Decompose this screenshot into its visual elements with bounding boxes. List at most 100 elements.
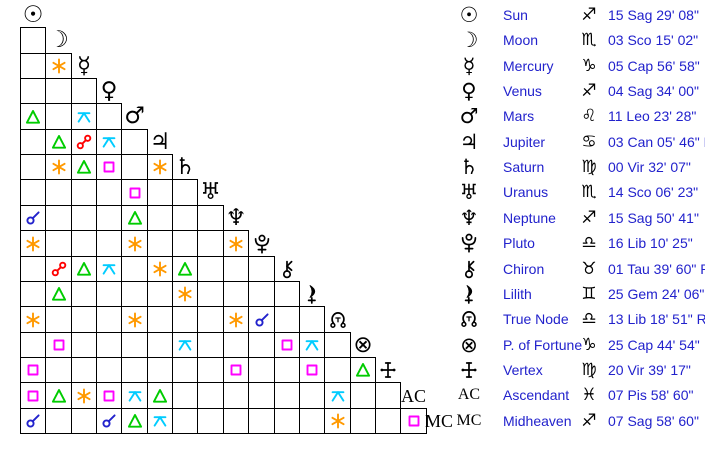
aspect-cell-saturn-jupiter bbox=[147, 154, 173, 180]
aspect-cell-ascendant-pluto bbox=[248, 382, 275, 409]
aspect-cell-vertex-mars bbox=[121, 357, 148, 383]
aspect-cell-vertex-jupiter bbox=[147, 357, 173, 383]
trine-icon bbox=[51, 134, 67, 150]
square-icon bbox=[25, 362, 41, 378]
planet-name: Ascendant bbox=[503, 387, 570, 403]
table-row-chiron: Chiron ♉ 01 Tau 39' 60" R bbox=[450, 256, 705, 282]
saturn-glyph: ♄ bbox=[174, 153, 196, 180]
aspect-cell-saturn-mercury bbox=[71, 154, 97, 180]
sun-table-glyph: ☉ bbox=[459, 2, 479, 27]
conjunction-icon bbox=[25, 210, 41, 226]
planet-name: P. of Fortune bbox=[503, 337, 583, 353]
planet-position: 15 Sag 29' 08" bbox=[608, 7, 699, 23]
moon-glyph: ☽ bbox=[48, 27, 69, 53]
planet-position: 16 Lib 10' 25" bbox=[608, 235, 693, 251]
square-icon bbox=[127, 185, 143, 201]
planet-position: 05 Cap 56' 58" bbox=[608, 58, 700, 74]
table-row-sun: ☉ Sun ♐ 15 Sag 29' 08" bbox=[450, 2, 705, 28]
planet-name: Sun bbox=[503, 7, 528, 23]
aspect-cell-pluto-uranus bbox=[197, 230, 224, 257]
planet-position: 03 Sco 15' 02" bbox=[608, 32, 699, 48]
conjunction-icon bbox=[101, 413, 117, 429]
neptune-glyph: ♆ bbox=[225, 204, 247, 231]
table-row-saturn: ♄ Saturn ♍ 00 Vir 32' 07" bbox=[450, 154, 705, 180]
aspect-cell-midheaven-ascendant bbox=[400, 408, 427, 434]
quincunx-icon bbox=[330, 388, 346, 404]
sagittarius-sign-icon: ♐ bbox=[581, 80, 597, 101]
square-icon bbox=[228, 362, 244, 378]
virgo-sign-icon: ♍ bbox=[581, 359, 597, 380]
true-node-glyph-icon bbox=[329, 311, 346, 328]
sextile-icon bbox=[25, 236, 41, 252]
sextile-icon bbox=[228, 236, 244, 252]
mars-glyph: ♂ bbox=[124, 103, 145, 129]
table-row-lilith: Lilith ♊ 25 Gem 24' 06" bbox=[450, 281, 705, 307]
true-node-glyph bbox=[324, 306, 351, 333]
pluto-glyph bbox=[248, 230, 275, 257]
aspect-cell-uranus-mars bbox=[121, 179, 148, 206]
aspect-cell-midheaven-neptune bbox=[223, 408, 249, 434]
square-icon bbox=[25, 388, 41, 404]
mercury-glyph: ☿ bbox=[76, 52, 92, 79]
aspect-cell-p-of-fortune-true-node bbox=[324, 332, 351, 358]
sextile-icon bbox=[127, 312, 143, 328]
trine-icon bbox=[76, 159, 92, 175]
aspect-cell-pluto-jupiter bbox=[147, 230, 173, 257]
aspect-cell-jupiter-venus bbox=[96, 129, 122, 155]
planet-name: Midheaven bbox=[503, 413, 572, 429]
vertex-glyph bbox=[375, 357, 401, 383]
aspect-cell-ascendant-true-node bbox=[324, 382, 351, 409]
planet-position: 11 Leo 23' 28" bbox=[608, 108, 697, 124]
planet-position: 20 Vir 39' 17" bbox=[608, 362, 691, 378]
planet-name: Neptune bbox=[503, 210, 556, 226]
saturn-table-glyph: ♄ bbox=[459, 154, 479, 179]
planet-name: Jupiter bbox=[503, 134, 546, 150]
planet-position: 14 Sco 06' 23" bbox=[608, 184, 699, 200]
aspect-cell-saturn-venus bbox=[96, 154, 122, 180]
planet-position: 01 Tau 39' 60" R bbox=[608, 261, 705, 277]
sagittarius-sign-icon: ♐ bbox=[581, 410, 597, 431]
table-row-uranus: ♅ Uranus ♏ 14 Sco 06' 23" bbox=[450, 179, 705, 205]
sextile-icon bbox=[330, 413, 346, 429]
sextile-icon bbox=[152, 159, 168, 175]
aspect-cell-neptune-sun bbox=[20, 205, 46, 231]
table-row-ascendant: AC Ascendant ♓ 07 Pis 58' 60" bbox=[450, 382, 705, 408]
aspect-cell-ascendant-saturn bbox=[172, 382, 198, 409]
trine-icon bbox=[76, 261, 92, 277]
conjunction-icon bbox=[25, 413, 41, 429]
aspect-cell-vertex-venus bbox=[96, 357, 122, 383]
square-icon bbox=[101, 159, 117, 175]
midheaven-glyph: MC bbox=[425, 411, 454, 431]
chiron-table-glyph bbox=[454, 256, 484, 282]
quincunx-icon bbox=[304, 337, 320, 353]
p-of-fortune-table-glyph: ⊗ bbox=[460, 332, 478, 357]
square-icon bbox=[406, 413, 422, 429]
square-icon bbox=[279, 337, 295, 353]
true-node-glyph-icon bbox=[461, 311, 477, 327]
sagittarius-sign-icon: ♐ bbox=[581, 207, 597, 228]
aspect-cell-p-of-fortune-chiron bbox=[274, 332, 300, 358]
trine-icon bbox=[51, 286, 67, 302]
virgo-sign-icon: ♍ bbox=[581, 156, 597, 177]
libra-sign-icon: ♎ bbox=[581, 308, 597, 329]
aspect-cell-midheaven-vertex bbox=[375, 408, 401, 434]
aspect-cell-neptune-saturn bbox=[172, 205, 198, 231]
planet-name: Mercury bbox=[503, 58, 554, 74]
sextile-icon bbox=[76, 388, 92, 404]
planet-position: 03 Can 05' 46" R bbox=[608, 134, 705, 150]
table-row-p-of-fortune: ⊗ P. of Fortune ♑ 25 Cap 44' 54" bbox=[450, 332, 705, 358]
quincunx-icon bbox=[152, 413, 168, 429]
lilith-table-glyph bbox=[454, 281, 484, 307]
trine-icon bbox=[127, 413, 143, 429]
aspect-cell-vertex-p-of-fortune bbox=[350, 357, 376, 383]
venus-table-glyph: ♀ bbox=[461, 78, 477, 103]
planet-name: Lilith bbox=[503, 286, 532, 302]
opposition-icon bbox=[76, 134, 92, 150]
jupiter-table-glyph: ♃ bbox=[459, 129, 479, 154]
planet-position: 07 Sag 58' 60" bbox=[608, 413, 699, 429]
table-row-true-node: True Node ♎ 13 Lib 18' 51" R bbox=[450, 306, 705, 332]
libra-sign-icon: ♎ bbox=[581, 232, 597, 253]
aspect-cell-lilith-jupiter bbox=[147, 281, 173, 307]
